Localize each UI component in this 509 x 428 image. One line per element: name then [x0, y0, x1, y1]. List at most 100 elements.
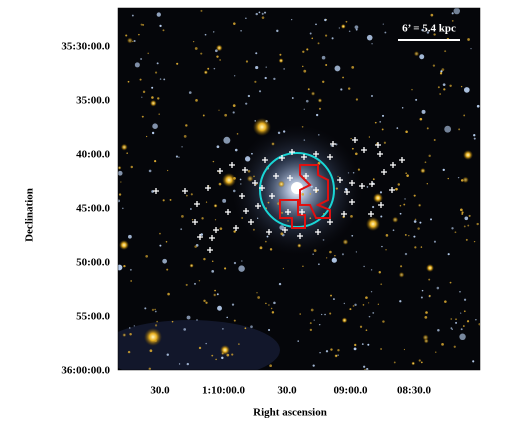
star	[120, 143, 128, 151]
star	[322, 80, 325, 83]
star	[175, 155, 179, 158]
star	[421, 28, 424, 32]
star	[362, 304, 365, 306]
star	[128, 234, 132, 239]
star	[211, 269, 215, 273]
star	[399, 300, 402, 303]
star	[256, 217, 259, 219]
star	[365, 329, 368, 331]
star	[162, 258, 168, 264]
star	[368, 302, 370, 304]
source-marker	[182, 188, 188, 194]
star	[154, 160, 157, 163]
star	[212, 293, 217, 297]
star	[396, 127, 399, 129]
star	[460, 179, 464, 182]
star	[361, 343, 364, 345]
star	[451, 328, 453, 330]
star	[338, 27, 340, 29]
star	[156, 12, 161, 17]
star	[146, 135, 148, 138]
star	[463, 298, 467, 301]
star	[334, 354, 338, 358]
star	[253, 175, 255, 178]
source-marker	[375, 142, 381, 148]
star	[317, 98, 323, 103]
star	[366, 186, 369, 188]
image-frame	[117, 7, 481, 371]
star	[352, 171, 355, 174]
star	[224, 113, 228, 117]
star	[216, 145, 220, 149]
star	[156, 320, 159, 323]
star	[240, 30, 242, 32]
star	[413, 220, 417, 223]
star	[337, 349, 340, 352]
star	[200, 52, 203, 55]
star	[317, 42, 320, 45]
star	[385, 249, 387, 251]
star	[154, 308, 156, 311]
star	[441, 68, 445, 71]
star	[468, 214, 471, 217]
star	[282, 267, 284, 270]
star	[353, 347, 357, 351]
star	[342, 239, 349, 245]
star	[436, 286, 440, 290]
star	[310, 308, 314, 312]
star	[283, 130, 286, 133]
star	[149, 99, 157, 107]
star	[419, 221, 422, 224]
star	[366, 367, 369, 370]
star	[321, 55, 326, 60]
star	[129, 268, 132, 271]
source-marker	[273, 173, 279, 179]
star	[245, 60, 249, 63]
source-marker	[390, 162, 396, 168]
star	[419, 117, 423, 121]
star	[278, 282, 282, 286]
source-marker	[259, 185, 265, 191]
star	[453, 345, 456, 348]
star	[371, 94, 373, 97]
star	[472, 360, 475, 363]
star	[442, 168, 445, 172]
star	[354, 152, 358, 156]
star	[441, 342, 444, 346]
star	[379, 120, 382, 123]
star	[215, 358, 217, 361]
star	[460, 328, 463, 331]
star	[255, 12, 258, 16]
star	[241, 260, 243, 262]
star	[310, 185, 313, 188]
star	[332, 298, 335, 301]
star	[303, 108, 305, 110]
star	[118, 170, 123, 176]
star	[463, 87, 470, 93]
star	[324, 313, 326, 316]
star	[130, 165, 134, 169]
star	[181, 214, 184, 218]
star	[169, 198, 172, 201]
star	[350, 137, 352, 140]
star	[355, 98, 359, 101]
star	[180, 228, 183, 231]
source-marker	[266, 229, 272, 235]
star	[219, 227, 223, 230]
star	[171, 320, 174, 323]
star	[347, 87, 351, 90]
star	[178, 156, 180, 158]
star	[183, 328, 187, 331]
star	[144, 307, 147, 310]
star	[313, 319, 315, 321]
star	[357, 168, 361, 171]
star	[234, 75, 236, 77]
star	[355, 251, 357, 253]
star	[315, 23, 317, 26]
star	[205, 301, 208, 304]
star	[133, 39, 136, 43]
source-marker	[344, 189, 350, 195]
source-marker	[368, 211, 374, 217]
star	[432, 64, 436, 67]
star	[126, 37, 133, 44]
